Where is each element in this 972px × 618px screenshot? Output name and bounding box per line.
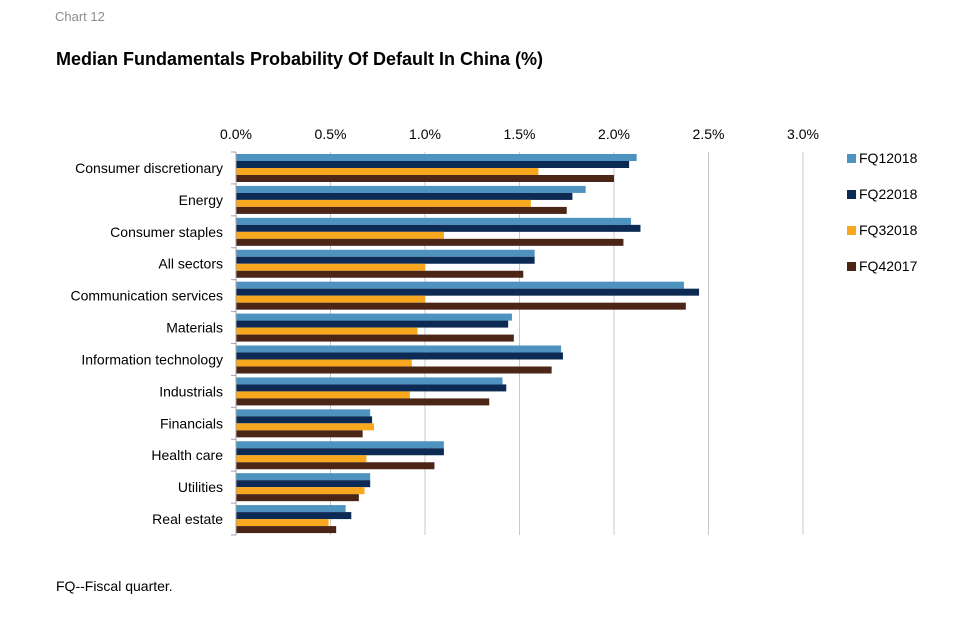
bar [236,441,444,449]
legend-label: FQ32018 [859,222,918,238]
bar [236,505,346,513]
category-label: Health care [151,447,223,463]
bar [236,192,573,200]
bar [236,352,563,360]
bar [236,487,365,495]
bar [236,270,524,278]
bar [236,473,371,481]
x-tick-label: 0.5% [315,126,347,142]
bar [236,161,630,168]
legend-label: FQ42017 [859,258,918,274]
bar [236,231,444,239]
category-label: Energy [179,192,223,208]
bar [236,185,586,193]
bar [236,391,410,399]
bar [236,423,374,431]
footnote: FQ--Fiscal quarter. [56,578,173,594]
bar [236,249,535,257]
bar [236,455,367,463]
bar [236,512,352,520]
x-tick-label: 0.0% [220,126,252,142]
x-tick-label: 1.5% [504,126,536,142]
x-tick-label: 1.0% [409,126,441,142]
bar [236,462,435,470]
bar [236,313,512,321]
category-label: Industrials [159,383,223,399]
bar [236,398,490,406]
bar [236,345,562,353]
bar [236,199,531,207]
bar [236,526,337,534]
category-label: All sectors [158,256,223,272]
bar [236,480,371,488]
bar [236,409,371,417]
category-label: Information technology [81,351,223,367]
legend-swatch [847,226,856,235]
bar [236,377,503,385]
bar [236,430,363,438]
bar [236,281,684,289]
category-label: Consumer discretionary [75,160,223,176]
bar [236,224,641,232]
legend-label: FQ22018 [859,186,918,202]
bar [236,256,535,264]
category-label: Real estate [152,511,223,527]
legend: FQ12018 FQ22018 FQ32018 FQ42017 [847,150,918,274]
bar [236,320,509,328]
bar [236,494,359,502]
bar [236,238,624,246]
bar [236,168,539,175]
category-label: Consumer staples [110,224,223,240]
category-label: Materials [166,320,223,336]
legend-swatch [847,190,856,199]
bar [236,154,637,161]
legend-label: FQ12018 [859,150,918,166]
category-label: Utilities [178,479,223,495]
bar [236,448,444,456]
bar [236,288,700,296]
bar [236,175,614,182]
category-label: Financials [160,415,223,431]
bar [236,263,425,271]
bar [236,416,373,424]
legend-swatch [847,154,856,163]
x-tick-label: 2.0% [598,126,630,142]
chart-number-label: Chart 12 [55,9,105,24]
bars [236,154,700,534]
bar [236,519,329,527]
legend-swatch [847,262,856,271]
x-tick-label: 2.5% [693,126,725,142]
axes: 0.0% 0.5% 1.0% 1.5% 2.0% 2.5% 3.0% Consumer dis… [71,126,819,536]
bar [236,295,425,303]
bar [236,302,686,310]
bar [236,327,418,335]
bar [236,366,552,374]
chart-title: Median Fundamentals Probability Of Defau… [56,49,544,69]
bar [236,206,567,214]
bar [236,334,514,342]
bar [236,217,632,225]
category-label: Communication services [71,288,224,304]
gridlines [330,152,804,535]
bar [236,359,412,367]
x-tick-label: 3.0% [787,126,819,142]
bar [236,384,507,392]
